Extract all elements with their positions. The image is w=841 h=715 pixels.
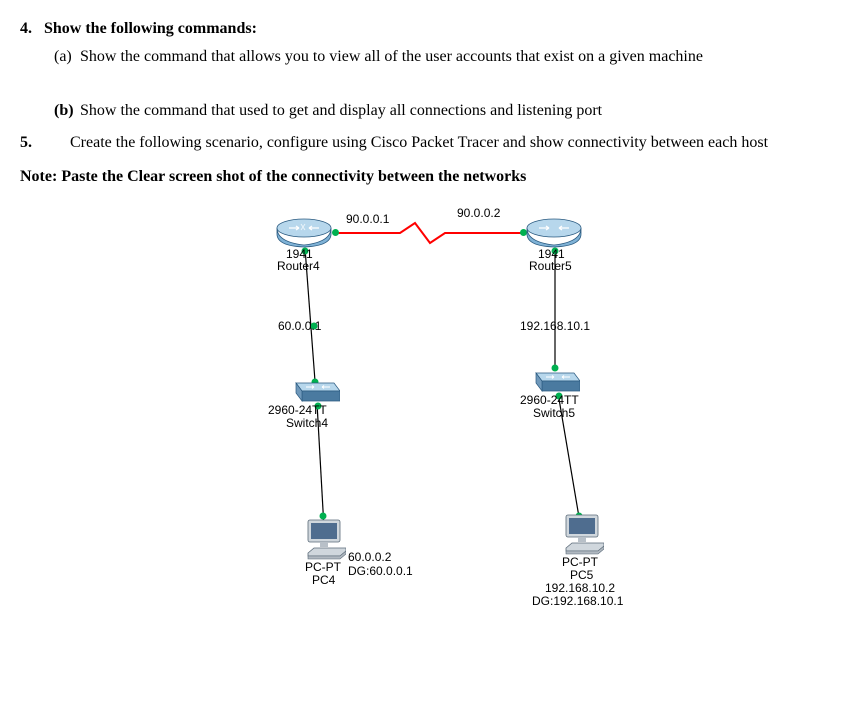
q4a: (a) Show the command that allows you to … (54, 48, 821, 66)
switch5-name: Switch5 (533, 406, 575, 420)
router4-lan-ip: 60.0.0.1 (278, 319, 321, 333)
q4a-label: (a) (54, 48, 80, 66)
port-dot (332, 229, 339, 236)
router5-icon (525, 218, 583, 248)
router5-lan-ip: 192.168.10.1 (520, 319, 590, 333)
q4a-text: Show the command that allows you to view… (80, 48, 703, 66)
pc4-name: PC4 (312, 573, 335, 587)
pc4-ip: 60.0.0.2 (348, 550, 391, 564)
router4-wan-ip: 90.0.0.1 (346, 212, 389, 226)
q5-number: 5. (20, 134, 44, 152)
q4b-label: (b) (54, 102, 80, 120)
pc4-icon (302, 518, 346, 562)
q4-number: 4. (20, 20, 44, 38)
router4-icon (275, 218, 333, 248)
q4b: (b) Show the command that used to get an… (54, 102, 821, 120)
pc4-dg: DG:60.0.0.1 (348, 564, 413, 578)
q4b-text: Show the command that used to get and di… (80, 102, 602, 120)
note-text: Note: Paste the Clear screen shot of the… (20, 168, 821, 186)
pc5-dg: DG:192.168.10.1 (532, 594, 623, 608)
router5-wan-ip: 90.0.0.2 (457, 206, 500, 220)
question-4: 4. Show the following commands: (a) Show… (20, 20, 821, 120)
router5-name: Router5 (529, 259, 572, 273)
switch4-name: Switch4 (286, 416, 328, 430)
switch5-icon (530, 371, 580, 393)
q4-heading: 4. Show the following commands: (20, 20, 821, 38)
q4-title-text: Show the following commands: (44, 20, 257, 38)
switch4-icon (290, 381, 340, 403)
switch4-model-text: 2960-24TT (268, 403, 327, 417)
links-layer (70, 206, 770, 591)
question-5: 5. Create the following scenario, config… (20, 134, 821, 152)
topology-diagram: 1941 Router4 90.0.0.1 60.0.0.1 1941 Rout… (70, 206, 770, 591)
router4-name: Router4 (277, 259, 320, 273)
q5-text: Create the following scenario, configure… (44, 134, 768, 152)
pc5-icon (560, 513, 604, 557)
